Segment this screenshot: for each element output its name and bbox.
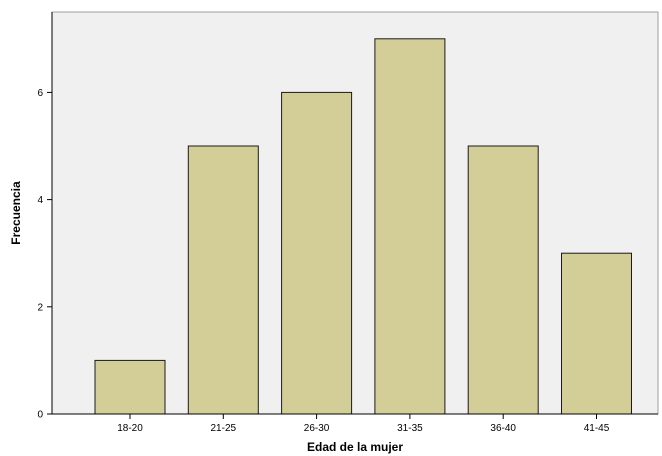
plot-area <box>51 11 659 415</box>
bar-26-30 <box>281 91 353 415</box>
bar-36-40 <box>467 145 539 415</box>
y-tick-label-0: 0 <box>37 410 43 421</box>
x-axis: 18-20 21-25 26-30 31-35 36-40 41-45 <box>52 413 658 434</box>
bars-group <box>94 38 632 415</box>
x-tick-label-31-35: 31-35 <box>397 423 423 434</box>
y-axis-title: Frecuencia <box>9 181 23 245</box>
y-tick-label-2: 2 <box>37 302 43 313</box>
y-tick-label-6: 6 <box>37 88 43 99</box>
x-tick-label-41-45: 41-45 <box>584 423 610 434</box>
bar-31-35 <box>374 38 446 415</box>
y-axis: 0 2 4 6 <box>37 12 53 421</box>
y-tick-label-4: 4 <box>37 195 43 206</box>
x-tick-label-36-40: 36-40 <box>490 423 516 434</box>
x-tick-label-18-20: 18-20 <box>117 423 143 434</box>
bar-21-25 <box>187 145 259 415</box>
x-tick-label-26-30: 26-30 <box>304 423 330 434</box>
x-axis-title: Edad de la mujer <box>307 440 403 454</box>
bar-18-20 <box>94 359 166 415</box>
x-tick-label-21-25: 21-25 <box>211 423 237 434</box>
bar-41-45 <box>561 252 632 415</box>
